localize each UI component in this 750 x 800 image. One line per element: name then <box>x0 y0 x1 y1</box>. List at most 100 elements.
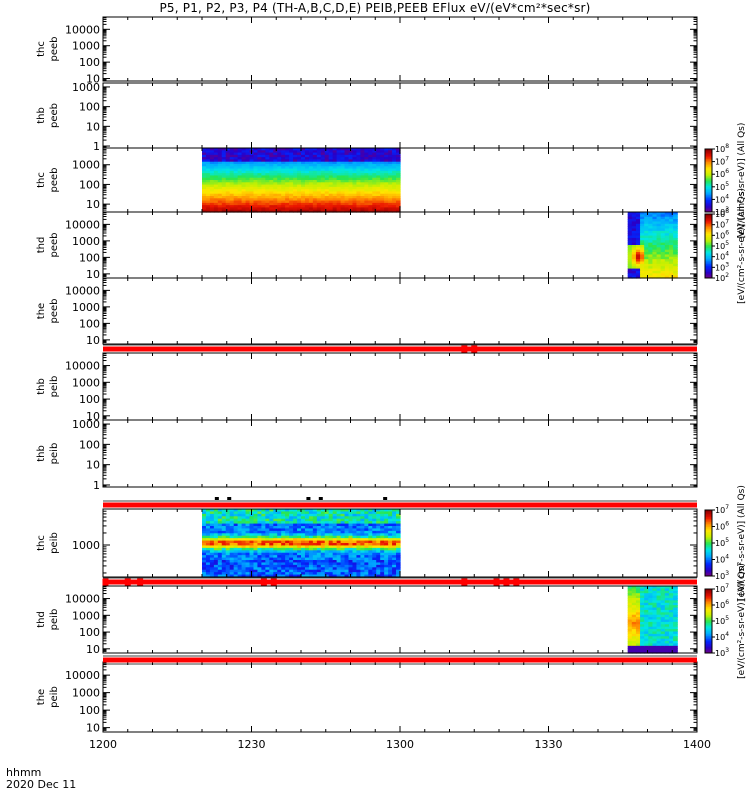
colorbar-tick-label: 107 <box>715 583 729 594</box>
flag-marker <box>461 579 467 586</box>
y-tick-label: 10 <box>86 459 100 472</box>
y-tick-label: 1 <box>93 140 100 153</box>
panel-frame <box>103 420 697 487</box>
flag-marker <box>471 346 477 353</box>
flag-bar-1 <box>103 345 697 353</box>
panel-5: 10100100010000the peeb <box>36 278 697 347</box>
panel-6: 10100100010000thb peib <box>36 353 697 423</box>
y-tick-label: 10000 <box>65 669 100 682</box>
flag-marker <box>125 579 131 586</box>
y-tick-label: 100 <box>79 178 100 191</box>
colorbar-tick-label: 104 <box>715 193 729 204</box>
spectrogram-thd-peeb <box>628 212 678 279</box>
y-tick-label: 1000 <box>72 418 100 431</box>
y-tick-label: 100 <box>79 704 100 717</box>
flag-bar-fill <box>103 347 697 352</box>
panel-instrument-label: peeb <box>49 37 60 62</box>
colorbar-tick-label: 103 <box>715 570 729 581</box>
panel-frame <box>103 212 697 278</box>
y-tick-label: 10 <box>86 334 100 347</box>
colorbar-tick-label: 106 <box>715 599 729 610</box>
panel-probe-label: thc <box>36 41 47 57</box>
y-tick-label: 1000 <box>72 687 100 700</box>
panel-1: 10100100010000thc peeb <box>36 17 697 86</box>
colorbar-tick-label: 106 <box>715 521 729 532</box>
colorbar-4: 103 104 105 106 107 [eV/(cm²-s-sr-eV)] (All Q… <box>705 563 747 679</box>
panel-probe-label: thb <box>36 107 47 124</box>
colorbar-tick-label: 105 <box>715 537 729 548</box>
panel-4: 10 100 1000 10000 thd peeb <box>36 212 697 281</box>
panel-instrument-label: peib <box>49 609 60 631</box>
panel-2: 1101001000thb peeb <box>36 81 697 153</box>
x-tick-label: 1200 <box>89 738 117 751</box>
flag-marker <box>102 579 108 586</box>
panel-probe-label: the <box>36 689 47 705</box>
colorbar-tick-label: 105 <box>715 181 729 192</box>
panel-7: 1 10 100 1000 thb peib <box>36 418 697 492</box>
colorbar-tick-label: 102 <box>715 272 729 283</box>
panel-frame <box>103 83 697 148</box>
y-tick-label: 100 <box>79 56 100 69</box>
flag-marker <box>261 579 267 586</box>
panel-8: 1000thc peib <box>36 509 697 578</box>
flag-marker <box>461 346 467 353</box>
panel-instrument-label: peeb <box>49 168 60 193</box>
flag-black-tick <box>227 497 231 500</box>
y-tick-label: 100 <box>79 251 100 264</box>
x-tick-label: 1300 <box>386 738 414 751</box>
x-tick-label: 1330 <box>535 738 563 751</box>
y-tick-label: 10000 <box>65 360 100 373</box>
colorbar-tick-label: 106 <box>715 229 729 240</box>
colorbar-tick-label: 107 <box>715 219 729 230</box>
y-tick-label: 1000 <box>72 235 100 248</box>
flag-black-tick <box>306 497 310 500</box>
flag-marker <box>503 579 509 586</box>
x-tick-label: 1230 <box>238 738 266 751</box>
colorbar-label: [eV/(cm²-s-sr-eV)] (All Qs) <box>737 188 747 304</box>
y-tick-label: 1000 <box>72 376 100 389</box>
y-tick-label: 100 <box>79 101 100 114</box>
y-tick-label: 1 <box>93 479 100 492</box>
y-tick-label: 100 <box>79 626 100 639</box>
y-tick-label: 1000 <box>72 159 100 172</box>
flag-marker <box>494 579 500 586</box>
y-tick-label: 10000 <box>65 284 100 297</box>
flag-marker <box>513 579 519 586</box>
panel-probe-label: thc <box>36 172 47 188</box>
y-tick-label: 1000 <box>72 539 100 552</box>
panel-10: 10100100010000the peib <box>36 662 697 735</box>
panel-frame <box>103 278 697 344</box>
flag-bar-3 <box>102 578 697 586</box>
panel-3: 10 100 1000 thc peeb <box>36 148 697 213</box>
y-tick-label: 100 <box>79 438 100 451</box>
colorbar-tick-label: 108 <box>715 208 729 219</box>
panel-9: 10100100010000thd peib <box>36 586 697 656</box>
flag-black-tick <box>319 497 323 500</box>
colorbar-label: [eV/(cm²-s-sr-eV)] (All Qs) <box>737 563 747 679</box>
y-tick-label: 10000 <box>65 593 100 606</box>
colorbar-tick-label: 105 <box>715 615 729 626</box>
panel-instrument-label: peeb <box>49 103 60 128</box>
y-tick-label: 10 <box>86 198 100 211</box>
panel-probe-label: thc <box>36 535 47 551</box>
panel-frame <box>103 662 697 732</box>
panel-probe-label: the <box>36 303 47 319</box>
panel-probe-label: thd <box>36 611 47 628</box>
y-tick-label: 10000 <box>65 218 100 231</box>
colorbar-tick-label: 108 <box>715 143 729 154</box>
x-axis: 1200 1230 1300 1330 1400 <box>89 738 711 751</box>
flag-black-tick <box>383 497 387 500</box>
panel-frame <box>103 353 697 420</box>
colorbar-tick-label: 104 <box>715 631 729 642</box>
y-tick-label: 10 <box>86 268 100 281</box>
panel-instrument-label: peib <box>49 686 60 708</box>
colorbar-tick-label: 107 <box>715 156 729 167</box>
panel-instrument-label: peib <box>49 443 60 465</box>
flag-marker <box>137 579 143 586</box>
y-tick-label: 1000 <box>72 609 100 622</box>
panel-probe-label: thd <box>36 237 47 254</box>
y-tick-label: 100 <box>79 393 100 406</box>
panel-probe-label: thb <box>36 445 47 462</box>
panel-instrument-label: peeb <box>49 233 60 258</box>
